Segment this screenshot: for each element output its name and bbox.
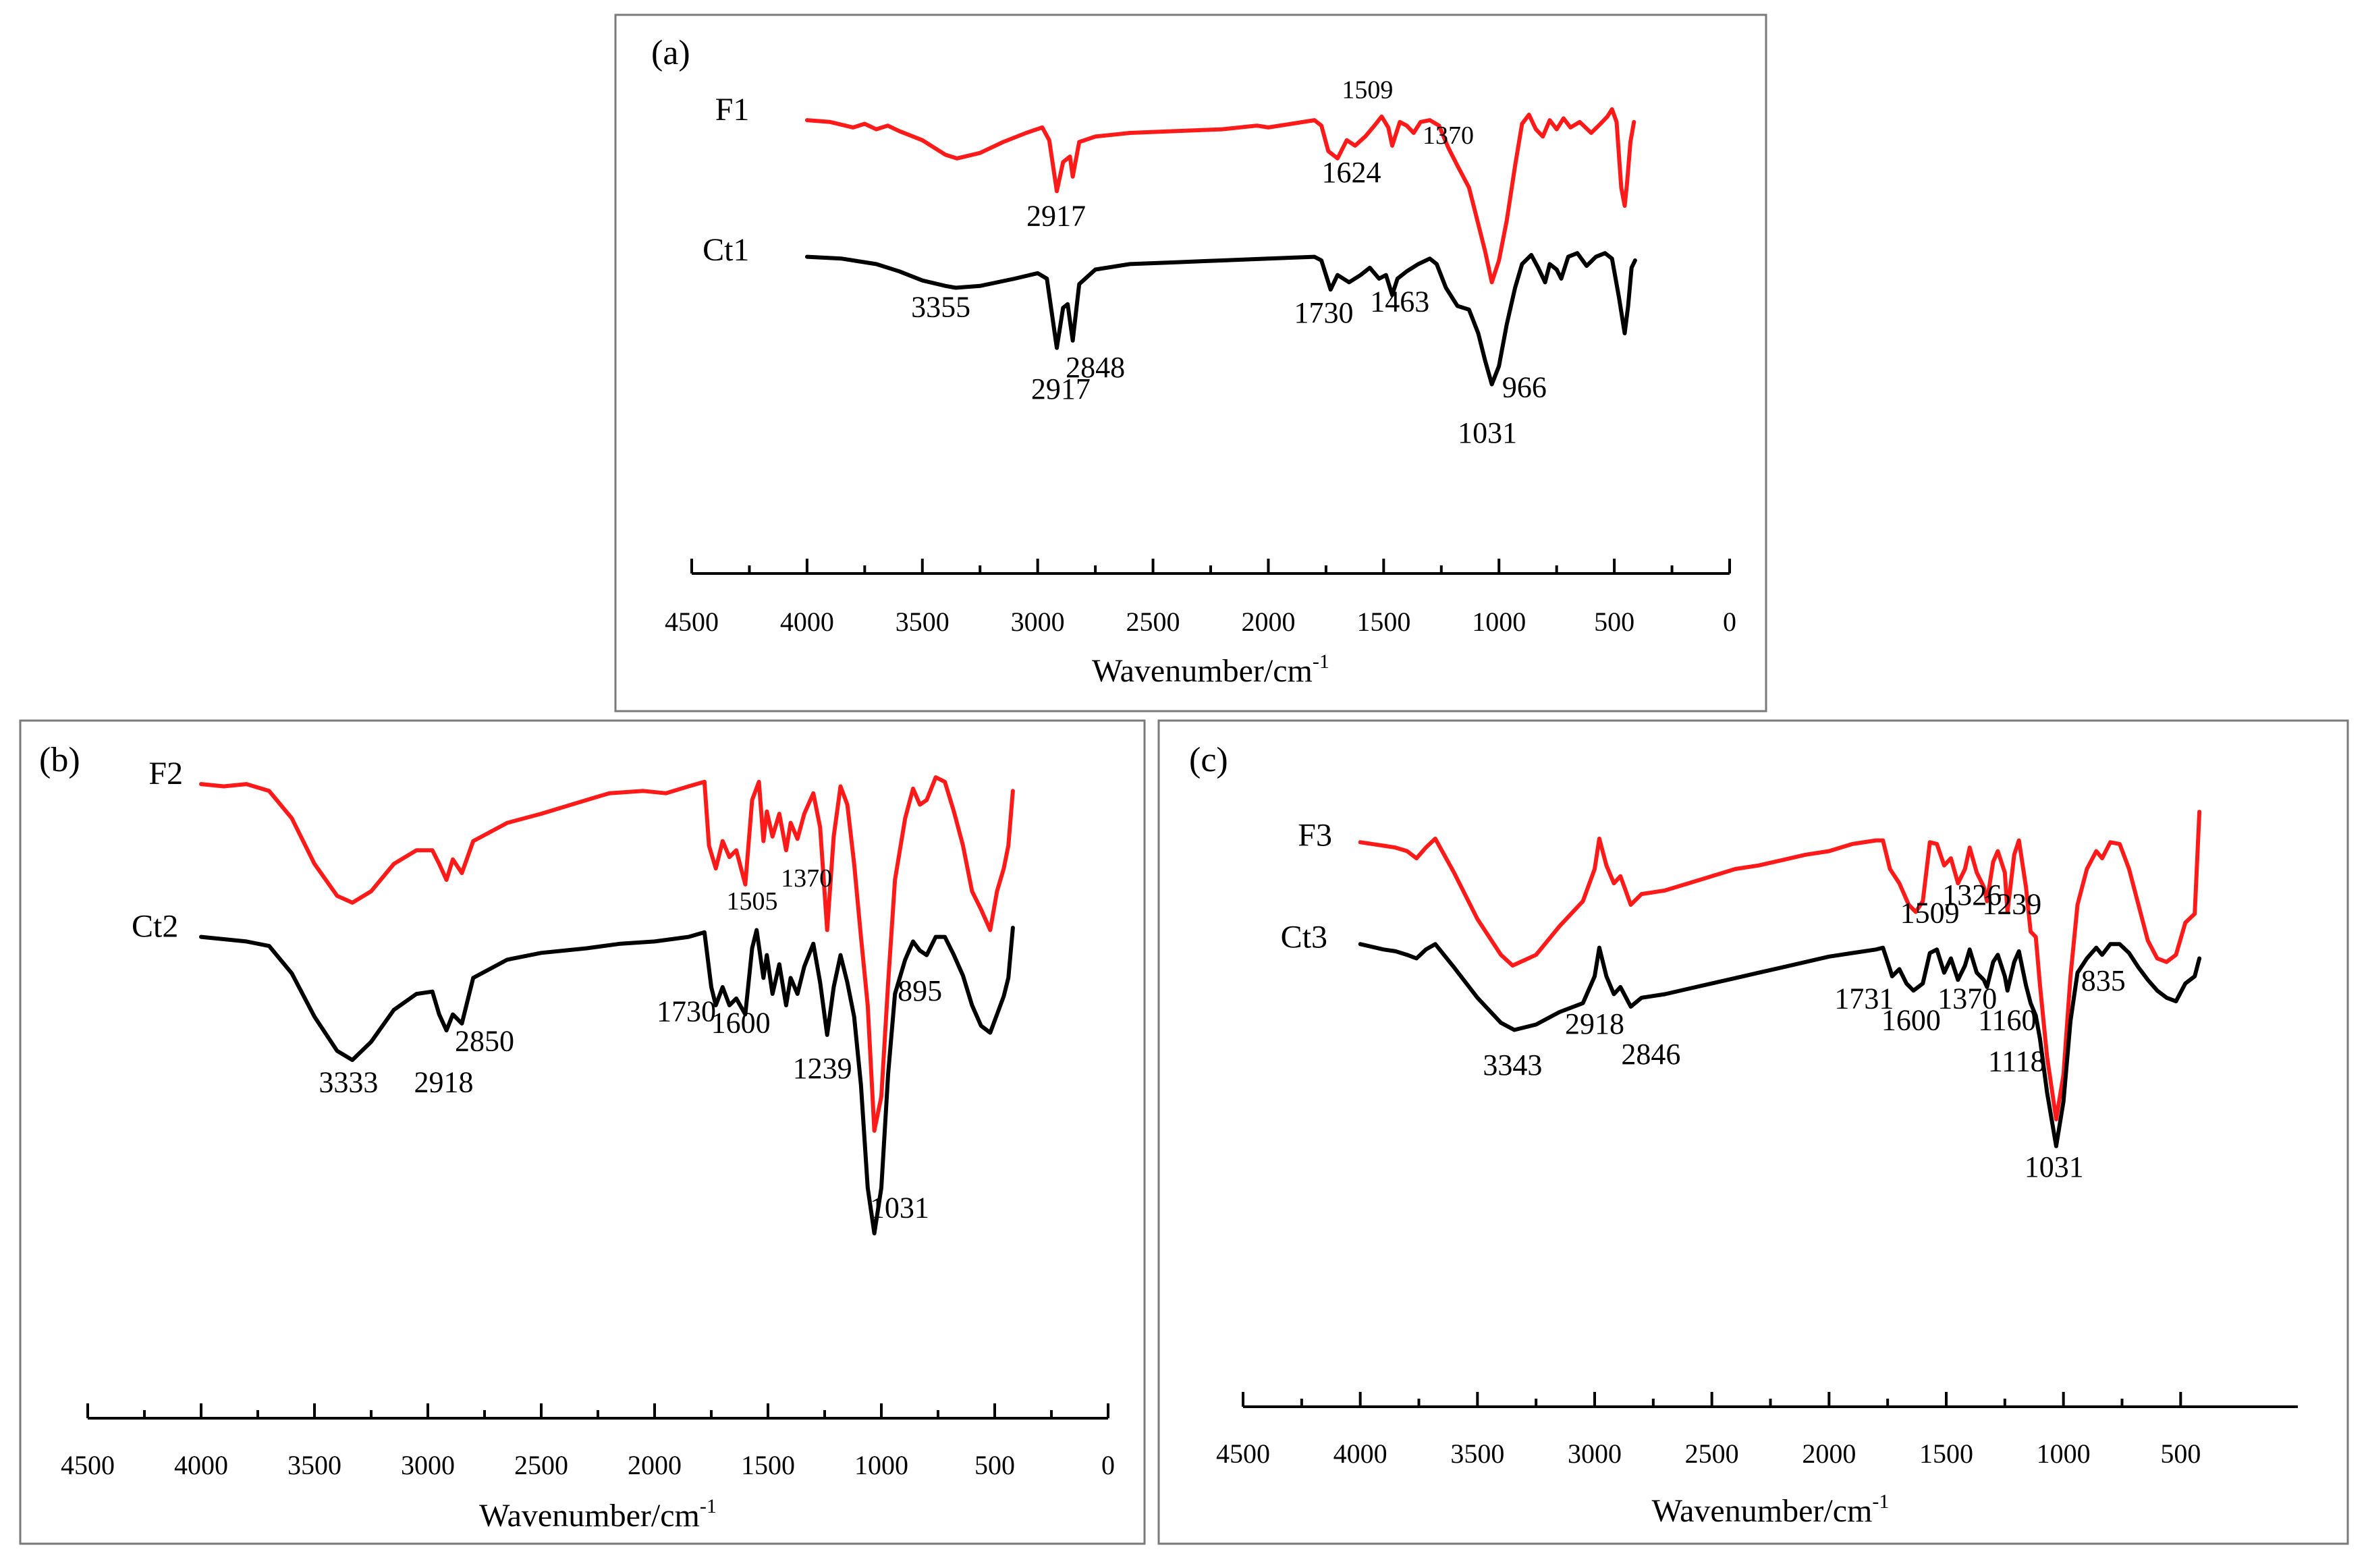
peak-label: 2918 bbox=[414, 1065, 474, 1098]
peak-label: 1463 bbox=[1370, 285, 1429, 318]
x-tick-label: 2500 bbox=[1685, 1438, 1739, 1469]
series-label: Ct3 bbox=[1281, 920, 1327, 955]
x-tick-label: 1500 bbox=[741, 1450, 795, 1480]
peak-label: 2846 bbox=[1621, 1038, 1680, 1071]
x-tick-label: 2000 bbox=[1241, 607, 1295, 637]
peak-label: 1326 bbox=[1942, 878, 2002, 912]
peak-label: 1160 bbox=[1978, 1004, 2036, 1037]
peak-label: 1624 bbox=[1321, 156, 1381, 189]
peak-label: 1509 bbox=[1342, 76, 1393, 105]
panel-frame bbox=[19, 719, 1146, 1545]
x-axis-title-text: Wavenumber/cm bbox=[1092, 653, 1313, 689]
series-ct2-line bbox=[199, 926, 1015, 1235]
x-axis-title: Wavenumber/cm-1 bbox=[479, 1495, 717, 1534]
x-tick-label: 3000 bbox=[401, 1450, 455, 1480]
x-tick-label: 3000 bbox=[1568, 1438, 1622, 1469]
panel-label: (c) bbox=[1189, 741, 1228, 779]
peak-label: 1600 bbox=[711, 1007, 771, 1040]
series-label: F2 bbox=[148, 756, 183, 791]
x-tick-label: 4000 bbox=[174, 1450, 228, 1480]
series-f2-line bbox=[199, 775, 1015, 1133]
panel-label: (b) bbox=[39, 741, 80, 779]
x-tick-label: 1000 bbox=[854, 1450, 908, 1480]
x-axis-title-superscript: -1 bbox=[700, 1495, 717, 1517]
peak-label: 835 bbox=[2081, 964, 2126, 997]
panel-frame bbox=[1157, 719, 2349, 1545]
peak-label: 2848 bbox=[1066, 351, 1125, 384]
series-label: F3 bbox=[1298, 818, 1332, 853]
series-label: Ct2 bbox=[132, 909, 178, 945]
x-tick-label: 3000 bbox=[1011, 607, 1065, 637]
peak-label: 2850 bbox=[455, 1025, 514, 1058]
series-ct1-line bbox=[804, 251, 1637, 387]
series-label: Ct1 bbox=[703, 232, 749, 268]
x-tick-label: 1000 bbox=[1472, 607, 1526, 637]
peak-label: 1730 bbox=[657, 995, 716, 1028]
peak-label: 2918 bbox=[1565, 1007, 1624, 1040]
x-tick-label: 3500 bbox=[1450, 1438, 1504, 1469]
peak-label: 1730 bbox=[1294, 296, 1353, 329]
peak-label: 1509 bbox=[1900, 897, 1960, 930]
peak-label: 1370 bbox=[781, 864, 832, 893]
peak-label: 2917 bbox=[1026, 200, 1086, 233]
peak-label: 1031 bbox=[2025, 1150, 2084, 1183]
x-tick-label: 1500 bbox=[1919, 1438, 1973, 1469]
peak-label: 1239 bbox=[793, 1052, 852, 1085]
x-tick-label: 2000 bbox=[628, 1450, 682, 1480]
x-tick-label: 4000 bbox=[780, 607, 834, 637]
peak-label: 1731 bbox=[1834, 982, 1894, 1015]
peak-label: 2917 bbox=[1031, 372, 1091, 405]
peak-label: 3333 bbox=[319, 1065, 378, 1098]
x-tick-label: 500 bbox=[1594, 607, 1634, 637]
panel-a: (a) 4500 4000 3500 3000 2500 2000 1500 1000 500 0 W… bbox=[614, 13, 1767, 712]
x-tick-label: 0 bbox=[1101, 1450, 1115, 1480]
peak-label: 895 bbox=[898, 974, 942, 1007]
x-axis-title: Wavenumber/cm-1 bbox=[1092, 650, 1329, 689]
series-f3-line bbox=[1358, 810, 2202, 1121]
peak-label: 1118 bbox=[1988, 1044, 2045, 1077]
series-label: F1 bbox=[715, 92, 750, 128]
x-tick-label: 4500 bbox=[665, 607, 719, 637]
peak-label: 3343 bbox=[1483, 1048, 1542, 1082]
x-tick-label: 3500 bbox=[287, 1450, 341, 1480]
x-tick-label: 0 bbox=[1723, 607, 1736, 637]
peak-label: 966 bbox=[1502, 371, 1547, 404]
x-tick-label: 4500 bbox=[61, 1450, 115, 1480]
x-axis-title-superscript: -1 bbox=[1872, 1490, 1889, 1513]
x-tick-label: 2000 bbox=[1802, 1438, 1856, 1469]
peak-label: 1031 bbox=[1458, 416, 1517, 449]
series-f1-line bbox=[804, 107, 1636, 285]
x-axis-title: Wavenumber/cm-1 bbox=[1652, 1490, 1890, 1529]
x-axis-title-text: Wavenumber/cm bbox=[479, 1498, 700, 1534]
x-tick-label: 2500 bbox=[514, 1450, 568, 1480]
panel-b: (b) 4500 4000 3500 3000 2500 2000 1500 1000 500 0 W… bbox=[19, 719, 1146, 1545]
peak-label: 1031 bbox=[870, 1191, 929, 1224]
peak-label: 1239 bbox=[1982, 887, 2041, 920]
x-axis-title-superscript: -1 bbox=[1313, 650, 1329, 673]
peak-label: 1370 bbox=[1937, 982, 1997, 1015]
x-tick-label: 2500 bbox=[1126, 607, 1180, 637]
x-tick-label: 3500 bbox=[896, 607, 950, 637]
peak-label: 1370 bbox=[1423, 121, 1474, 150]
x-tick-label: 500 bbox=[2160, 1438, 2201, 1469]
peak-label: 3355 bbox=[911, 291, 970, 324]
x-tick-label: 4500 bbox=[1216, 1438, 1270, 1469]
panel-label: (a) bbox=[651, 34, 690, 72]
x-tick-label: 4000 bbox=[1333, 1438, 1387, 1469]
x-tick-label: 1000 bbox=[2037, 1438, 2091, 1469]
series-ct3-line bbox=[1358, 942, 2202, 1148]
x-tick-label: 1500 bbox=[1356, 607, 1410, 637]
panel-c: (c) 4500 4000 3500 3000 2500 2000 1500 1000 500 Wa… bbox=[1157, 719, 2349, 1545]
peak-label: 1505 bbox=[726, 887, 777, 916]
peak-label: 1600 bbox=[1881, 1004, 1941, 1037]
x-axis-title-text: Wavenumber/cm bbox=[1652, 1493, 1873, 1529]
x-tick-label: 500 bbox=[974, 1450, 1015, 1480]
